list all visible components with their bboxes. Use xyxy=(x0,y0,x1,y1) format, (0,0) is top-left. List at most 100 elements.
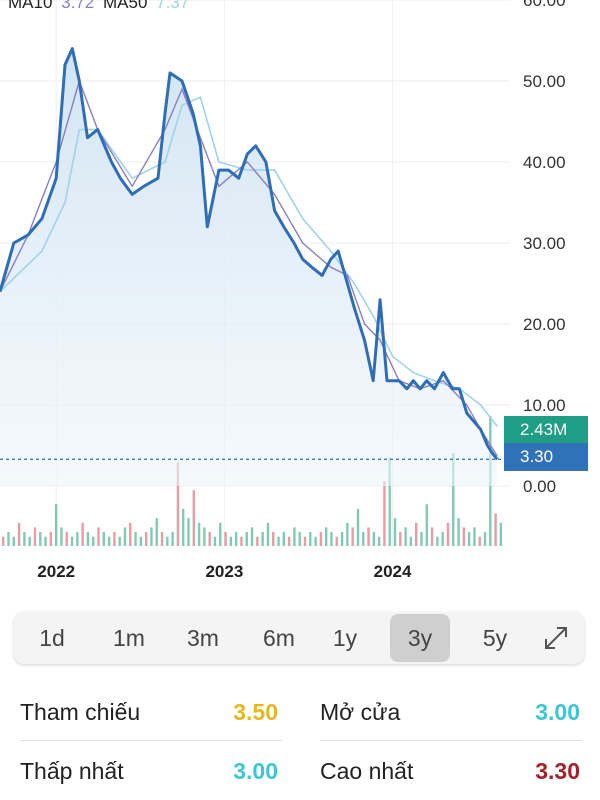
range-tab-3m[interactable]: 3m xyxy=(187,624,219,651)
y-tick-label: 20.00 xyxy=(523,315,566,334)
volume-bar xyxy=(335,536,338,546)
volume-bar xyxy=(282,532,286,546)
volume-bar xyxy=(70,536,74,546)
time-range-selector: 1d 1m 3m 6m 1y 3y 5y xyxy=(14,612,584,664)
volume-bar xyxy=(388,457,391,546)
range-tab-1m[interactable]: 1m xyxy=(113,624,145,651)
x-tick-label: 2022 xyxy=(37,562,76,581)
volume-bar xyxy=(483,532,487,546)
volume-bar xyxy=(340,532,344,546)
volume-bar xyxy=(219,522,222,546)
y-axis-labels: 60.00 50.00 40.00 30.00 20.00 10.00 0.00 xyxy=(523,0,566,496)
range-tab-6m[interactable]: 6m xyxy=(263,624,295,651)
reference-price-label: Tham chiếu xyxy=(20,699,141,725)
volume-bar xyxy=(203,527,206,546)
volume-bar xyxy=(245,532,248,546)
volume-bar xyxy=(107,536,111,546)
volume-bar xyxy=(224,532,227,546)
volume-bar xyxy=(441,532,444,546)
volume-bar xyxy=(393,518,397,546)
volume-bar xyxy=(123,527,127,546)
volume-bar xyxy=(362,532,365,546)
y-tick-label: 30.00 xyxy=(523,234,566,253)
high-price-value: 3.30 xyxy=(535,758,580,784)
y-tick-label: 0.00 xyxy=(523,477,556,496)
volume-bar xyxy=(372,532,376,546)
low-price-label: Thấp nhất xyxy=(20,758,124,784)
volume-bar xyxy=(113,532,116,546)
volume-bar xyxy=(33,527,37,546)
low-price-value: 3.00 xyxy=(233,758,278,784)
ma50-value: 7.37 xyxy=(156,0,190,12)
volume-bar xyxy=(65,532,68,546)
volume-bar xyxy=(129,522,132,546)
volume-bar xyxy=(197,522,201,546)
volume-bar xyxy=(425,504,428,546)
volume-bar xyxy=(28,536,31,546)
range-tab-3y[interactable]: 3y xyxy=(390,612,450,664)
volume-bar xyxy=(420,532,423,546)
range-tab-5y[interactable]: 5y xyxy=(482,624,508,651)
volume-bar xyxy=(303,536,307,546)
volume-bar xyxy=(399,532,402,546)
y-tick-label: 10.00 xyxy=(523,396,566,415)
range-tab-1y[interactable]: 1y xyxy=(332,624,358,651)
volume-bar xyxy=(452,453,455,546)
volume-badge: 2.43M xyxy=(504,416,588,444)
volume-bar xyxy=(102,532,105,546)
x-tick-label: 2024 xyxy=(373,562,412,581)
reference-price-value: 3.50 xyxy=(233,699,278,725)
volume-bar xyxy=(81,522,84,546)
volume-bar xyxy=(44,536,47,546)
volume-bar xyxy=(494,513,497,546)
volume-bar xyxy=(383,481,386,546)
volume-bar xyxy=(377,536,381,546)
volume-bar xyxy=(446,522,450,546)
expand-diagonal-icon[interactable] xyxy=(540,622,572,654)
volume-bar xyxy=(298,532,301,546)
volume-bar xyxy=(314,536,317,546)
volume-bar xyxy=(39,532,42,546)
price-line xyxy=(0,47,499,461)
volume-bar xyxy=(134,532,137,546)
open-price-value: 3.00 xyxy=(535,699,580,725)
volume-bar xyxy=(436,536,439,546)
divider xyxy=(20,740,282,741)
ma50-label: MA50 xyxy=(102,0,148,12)
volume-bar xyxy=(160,532,164,546)
volume-bar xyxy=(462,527,466,546)
volume-bar xyxy=(187,518,190,546)
x-tick-label: 2023 xyxy=(205,562,244,581)
price-chart[interactable]: 60.00 50.00 40.00 30.00 20.00 10.00 0.00 xyxy=(0,0,600,560)
volume-bar xyxy=(144,532,148,546)
volume-bar xyxy=(17,522,21,546)
volume-bar xyxy=(23,532,26,546)
ma10-label: MA10 xyxy=(8,0,53,12)
volume-bar xyxy=(409,536,413,546)
volume-bar xyxy=(240,536,243,546)
volume-bar xyxy=(213,536,217,546)
indicator-legend: MA10 3.72 MA50 7.37 xyxy=(8,0,189,13)
volume-bar xyxy=(229,536,233,546)
range-tab-1d[interactable]: 1d xyxy=(39,624,65,651)
volume-bar xyxy=(414,522,418,546)
volume-bar xyxy=(49,532,53,546)
volume-bar xyxy=(287,536,291,546)
price-area xyxy=(0,48,498,486)
volume-bar xyxy=(261,532,264,546)
volume-bar xyxy=(293,527,296,546)
volume-bar xyxy=(478,536,481,546)
volume-bar xyxy=(467,532,471,546)
volume-bar xyxy=(272,532,275,546)
volume-bar xyxy=(2,536,5,546)
volume-bar xyxy=(266,522,270,546)
volume-bar xyxy=(319,532,323,546)
volume-bar xyxy=(330,532,333,546)
volume-bar xyxy=(250,527,254,546)
y-tick-label: 50.00 xyxy=(523,72,566,91)
volume-bars xyxy=(2,416,503,546)
volume-bar xyxy=(346,522,349,546)
volume-bar xyxy=(139,536,143,546)
volume-bar xyxy=(404,527,407,546)
volume-bar xyxy=(86,532,90,546)
